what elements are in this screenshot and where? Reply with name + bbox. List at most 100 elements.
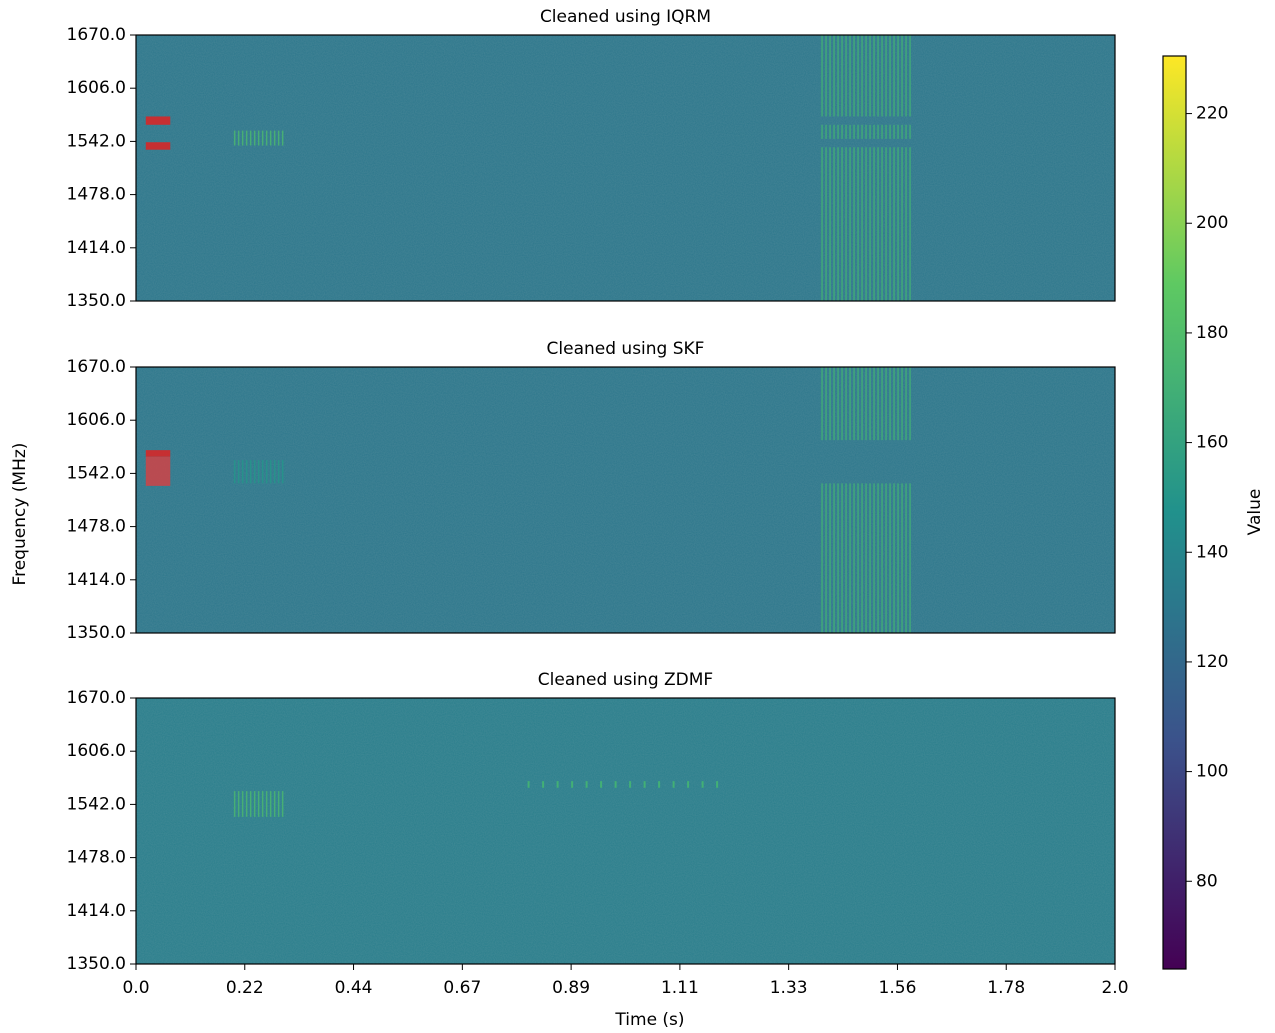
colorbar-label: Value bbox=[1245, 489, 1265, 536]
feature-stripe bbox=[833, 124, 835, 139]
feature-stripe bbox=[837, 483, 839, 633]
feature-stripe bbox=[889, 367, 891, 441]
feature-stripe bbox=[857, 35, 859, 117]
feature-stripe bbox=[261, 791, 264, 817]
feature-stripe bbox=[893, 124, 895, 139]
panel-frame bbox=[135, 366, 1116, 634]
x-tick-label: 0.67 bbox=[443, 978, 481, 998]
feature-dash bbox=[716, 781, 719, 788]
feature-stripe bbox=[845, 367, 847, 441]
feature-stripe bbox=[825, 367, 827, 441]
feature-stripe bbox=[829, 35, 831, 117]
feature-stripe bbox=[901, 483, 903, 633]
feature-stripe bbox=[249, 460, 252, 484]
x-tick-label: 0.22 bbox=[226, 978, 264, 998]
heatmap bbox=[136, 698, 1115, 964]
feature-stripe bbox=[853, 35, 855, 117]
y-tick-label: 1670.0 bbox=[67, 688, 126, 708]
feature-stripe bbox=[865, 483, 867, 633]
feature-dash bbox=[527, 781, 530, 788]
panel-title: Cleaned using IQRM bbox=[540, 7, 711, 27]
feature-stripe bbox=[821, 35, 823, 117]
feature-stripe bbox=[841, 147, 843, 301]
feature-stripe bbox=[881, 367, 883, 441]
feature-stripe bbox=[909, 124, 911, 139]
masked-region bbox=[145, 450, 171, 457]
feature-stripe bbox=[885, 124, 887, 139]
feature-stripe bbox=[869, 124, 871, 139]
feature-stripe bbox=[853, 367, 855, 441]
feature-stripe bbox=[245, 791, 248, 817]
feature-stripe bbox=[893, 367, 895, 441]
feature-stripe bbox=[897, 483, 899, 633]
feature-stripe bbox=[849, 147, 851, 301]
feature-stripe bbox=[849, 367, 851, 441]
feature-stripe bbox=[841, 367, 843, 441]
feature-stripe bbox=[281, 791, 284, 817]
feature-stripe bbox=[245, 130, 248, 146]
feature-stripe bbox=[877, 367, 879, 441]
feature-stripe bbox=[877, 124, 879, 139]
feature-stripe bbox=[889, 147, 891, 301]
feature-stripe bbox=[873, 124, 875, 139]
feature-stripe bbox=[861, 124, 863, 139]
feature-stripe bbox=[861, 483, 863, 633]
feature-stripe bbox=[853, 483, 855, 633]
feature-stripe bbox=[829, 124, 831, 139]
panel-frame bbox=[135, 34, 1116, 302]
x-tick-label: 0.44 bbox=[335, 978, 373, 998]
feature-dash bbox=[571, 781, 574, 788]
feature-stripe bbox=[821, 367, 823, 441]
masked-region bbox=[145, 142, 171, 150]
feature-stripe bbox=[849, 124, 851, 139]
feature-stripe bbox=[265, 791, 268, 817]
feature-stripe bbox=[261, 460, 264, 484]
feature-stripe bbox=[873, 483, 875, 633]
feature-stripe bbox=[829, 147, 831, 301]
y-tick-label: 1542.0 bbox=[67, 131, 126, 151]
feature-stripe bbox=[905, 367, 907, 441]
feature-stripe bbox=[841, 35, 843, 117]
feature-stripe bbox=[257, 130, 260, 146]
feature-stripe bbox=[901, 35, 903, 117]
feature-stripe bbox=[869, 483, 871, 633]
feature-stripe bbox=[885, 483, 887, 633]
feature-dash bbox=[701, 781, 704, 788]
feature-stripe bbox=[269, 791, 272, 817]
feature-dash bbox=[556, 781, 559, 788]
y-tick-label: 1606.0 bbox=[67, 78, 126, 98]
feature-stripe bbox=[865, 147, 867, 301]
feature-dash bbox=[614, 781, 617, 788]
y-tick-label: 1350.0 bbox=[67, 291, 126, 311]
feature-stripe bbox=[897, 124, 899, 139]
feature-stripe bbox=[873, 367, 875, 441]
feature-stripe bbox=[837, 35, 839, 117]
colorbar-tick-label: 80 bbox=[1196, 871, 1218, 891]
feature-stripe bbox=[893, 147, 895, 301]
feature-stripe bbox=[909, 483, 911, 633]
feature-dash bbox=[585, 781, 588, 788]
noise-texture bbox=[136, 698, 1115, 964]
y-tick-label: 1542.0 bbox=[67, 463, 126, 483]
feature-stripe bbox=[277, 130, 280, 146]
feature-stripe bbox=[233, 460, 236, 484]
feature-stripe bbox=[237, 791, 240, 817]
feature-stripe bbox=[249, 130, 252, 146]
y-tick-label: 1606.0 bbox=[67, 741, 126, 761]
feature-stripe bbox=[241, 130, 244, 146]
feature-stripe bbox=[273, 460, 276, 484]
colorbar bbox=[1162, 55, 1187, 970]
noise-texture bbox=[136, 367, 1115, 633]
feature-stripe bbox=[841, 124, 843, 139]
feature-stripe bbox=[829, 483, 831, 633]
feature-stripe bbox=[853, 147, 855, 301]
feature-stripe bbox=[857, 367, 859, 441]
feature-stripe bbox=[237, 460, 240, 484]
feature-stripe bbox=[833, 483, 835, 633]
x-tick-label: 1.78 bbox=[987, 978, 1025, 998]
feature-stripe bbox=[257, 791, 260, 817]
feature-stripe bbox=[857, 483, 859, 633]
feature-stripe bbox=[233, 791, 236, 817]
feature-stripe bbox=[885, 147, 887, 301]
feature-dash bbox=[600, 781, 603, 788]
